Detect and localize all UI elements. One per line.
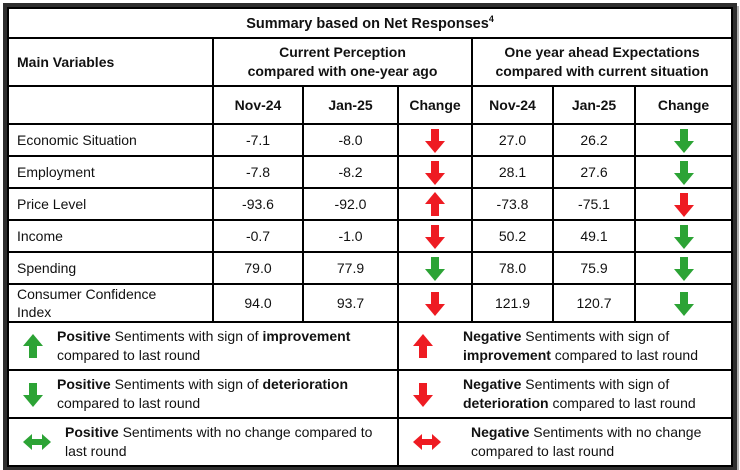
page-title: Summary based on Net Responses4 (6, 7, 734, 39)
subheader-row: Nov-24 Jan-25 Change Nov-24 Jan-25 Chang… (7, 85, 734, 125)
legend-text: Positive Sentiments with sign of improve… (57, 328, 351, 363)
value-cell: -92.0 (302, 187, 399, 221)
legend-text: Positive Sentiments with sign of deterio… (57, 376, 349, 411)
legend-cell-negative-deterioration: Negative Sentiments with sign of deterio… (396, 369, 734, 419)
change-cell (397, 251, 473, 285)
legend-down-arrow-red-icon (413, 382, 433, 407)
row-label: Employment (7, 155, 214, 189)
change-cell (633, 283, 734, 323)
value-cell: 27.6 (552, 155, 636, 189)
value-cell: -8.0 (302, 123, 399, 157)
table-row-income: Income -0.7 -1.0 50.2 49.1 (7, 219, 734, 253)
change-arrow-icon (673, 160, 694, 185)
value-cell: 26.2 (552, 123, 636, 157)
group-header-row: Main Variables Current Perception compare… (7, 37, 734, 87)
value-cell: -0.7 (212, 219, 304, 253)
change-arrow-icon (425, 160, 445, 185)
legend-up-arrow-green-icon (23, 333, 43, 359)
header-current-perception: Current Perception compared with one-year… (212, 37, 473, 87)
change-arrow-icon (425, 128, 445, 153)
change-arrow-icon (673, 128, 694, 153)
value-cell: 78.0 (471, 251, 554, 285)
value-cell: -7.1 (212, 123, 304, 157)
legend-text: Negative Sentiments with sign of deterio… (463, 376, 696, 411)
change-cell (397, 219, 473, 253)
row-label: Consumer Confidence Index (7, 283, 214, 323)
value-cell: 50.2 (471, 219, 554, 253)
row-label: Spending (7, 251, 214, 285)
col-header-nov24-current: Nov-24 (212, 85, 304, 125)
value-cell: 79.0 (212, 251, 304, 285)
summary-table: Summary based on Net Responses4 Main Var… (3, 3, 738, 470)
legend-text: Positive Sentiments with no change compa… (65, 424, 373, 459)
header-main-variables: Main Variables (7, 37, 214, 87)
change-cell (633, 187, 734, 221)
table-row-economic-situation: Economic Situation -7.1 -8.0 27.0 26.2 (7, 123, 734, 157)
value-cell: 28.1 (471, 155, 554, 189)
change-arrow-icon (425, 256, 445, 281)
table-row-employment: Employment -7.8 -8.2 28.1 27.6 (7, 155, 734, 189)
table-row-consumer-confidence-index: Consumer Confidence Index 94.0 93.7 121.… (7, 283, 734, 323)
change-cell (633, 155, 734, 189)
change-cell (633, 219, 734, 253)
change-arrow-icon (425, 191, 445, 217)
table-row-spending: Spending 79.0 77.9 78.0 75.9 (7, 251, 734, 285)
change-arrow-icon (673, 192, 694, 217)
legend-left-right-arrow-red-icon (413, 434, 441, 450)
row-label: Price Level (7, 187, 214, 221)
legend-cell-positive-deterioration: Positive Sentiments with sign of deterio… (7, 369, 399, 419)
legend-cell-positive-no-change: Positive Sentiments with no change compa… (7, 417, 399, 467)
legend-row-improvement: Positive Sentiments with sign of improve… (7, 321, 734, 371)
row-label: Income (7, 219, 214, 253)
col-header-jan25-expectations: Jan-25 (552, 85, 636, 125)
value-cell: 120.7 (552, 283, 636, 323)
col-header-jan25-current: Jan-25 (302, 85, 399, 125)
change-arrow-icon (673, 224, 694, 249)
change-cell (397, 123, 473, 157)
value-cell: -1.0 (302, 219, 399, 253)
value-cell: -75.1 (552, 187, 636, 221)
legend-up-arrow-red-icon (413, 333, 433, 359)
subheader-empty-cell (7, 85, 214, 125)
col-header-change-expectations: Change (633, 85, 734, 125)
change-cell (397, 187, 473, 221)
value-cell: 77.9 (302, 251, 399, 285)
value-cell: 121.9 (471, 283, 554, 323)
row-label: Economic Situation (7, 123, 214, 157)
legend-row-no-change: Positive Sentiments with no change compa… (7, 417, 734, 467)
value-cell: -8.2 (302, 155, 399, 189)
legend-left-right-arrow-green-icon (23, 434, 51, 450)
change-arrow-icon (673, 256, 694, 281)
table-row-price-level: Price Level -93.6 -92.0 -73.8 -75.1 (7, 187, 734, 221)
title-footnote-marker: 4 (488, 14, 494, 25)
change-cell (397, 155, 473, 189)
title-row: Summary based on Net Responses4 (6, 7, 734, 39)
value-cell: 27.0 (471, 123, 554, 157)
change-arrow-icon (425, 291, 445, 316)
legend-cell-negative-improvement: Negative Sentiments with sign of improve… (396, 321, 734, 371)
change-arrow-icon (673, 291, 694, 316)
legend-row-deterioration: Positive Sentiments with sign of deterio… (7, 369, 734, 419)
change-cell (633, 123, 734, 157)
value-cell: 49.1 (552, 219, 636, 253)
change-cell (633, 251, 734, 285)
legend-text: Negative Sentiments with no change compa… (471, 424, 702, 459)
legend-cell-positive-improvement: Positive Sentiments with sign of improve… (7, 321, 399, 371)
value-cell: 94.0 (212, 283, 304, 323)
header-expectations: One year ahead Expectations compared with… (470, 37, 734, 87)
legend-down-arrow-green-icon (23, 382, 43, 407)
legend-text: Negative Sentiments with sign of improve… (463, 328, 699, 363)
value-cell: 75.9 (552, 251, 636, 285)
value-cell: -7.8 (212, 155, 304, 189)
change-arrow-icon (425, 224, 445, 249)
col-header-change-current: Change (397, 85, 473, 125)
value-cell: 93.7 (302, 283, 399, 323)
legend-cell-negative-no-change: Negative Sentiments with no change compa… (396, 417, 734, 467)
col-header-nov24-expectations: Nov-24 (471, 85, 554, 125)
value-cell: -73.8 (471, 187, 554, 221)
value-cell: -93.6 (212, 187, 304, 221)
change-cell (397, 283, 473, 323)
